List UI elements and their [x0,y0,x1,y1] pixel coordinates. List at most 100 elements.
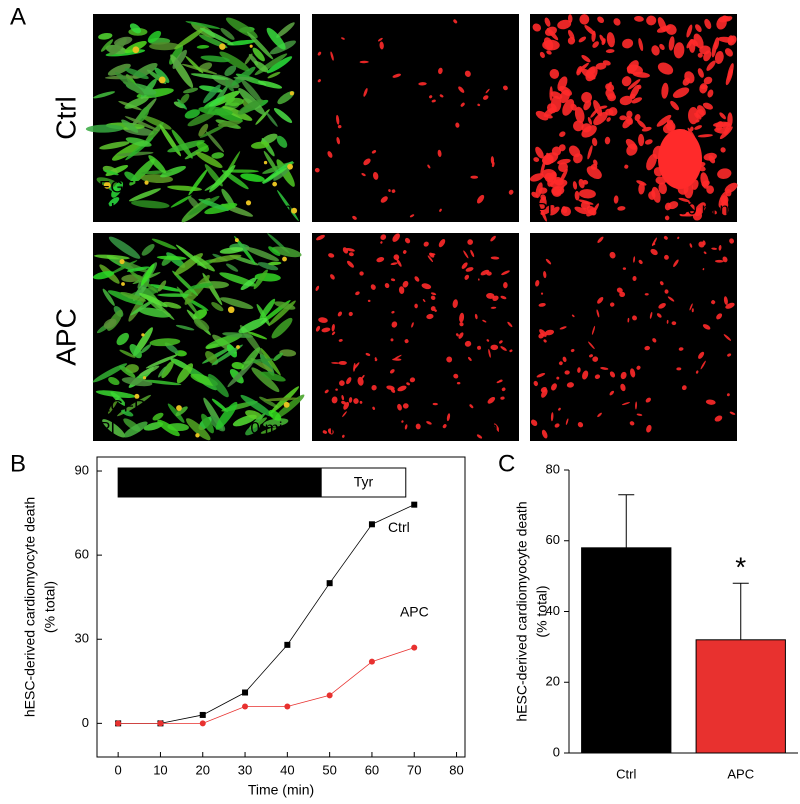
pi-cell [678,197,690,203]
cell [176,363,194,384]
cell [157,293,193,297]
pi-cell [703,76,713,85]
pi-cluster [658,129,702,189]
pi-cell [478,278,480,281]
pi-cell [713,37,720,50]
cell [225,17,258,39]
cell [273,165,292,181]
cell [156,255,187,260]
pi-cell [636,180,647,186]
channel-label: EGFP [99,396,145,415]
pi-cell [717,168,732,179]
pi-cell [686,39,693,49]
pi-cell [455,333,459,337]
cell [266,27,286,50]
pi-cell [458,86,465,93]
pi-cell [607,93,617,102]
cell [205,131,225,153]
pi-cell [314,167,320,173]
pi-cell [486,339,490,342]
cell [121,119,139,133]
pi-cell [597,297,604,304]
series-line [118,647,415,724]
pi-cell [386,385,395,390]
pi-cell [427,164,431,169]
cell [224,79,234,92]
pi-cell [357,376,364,386]
pi-cell [638,182,645,195]
time-label: 0 min [469,199,511,218]
pi-cell [581,54,591,63]
pi-cell [363,88,368,97]
nucleus [263,160,268,165]
pi-cell [397,385,407,392]
cell [222,332,253,338]
y-tick-label: 60 [75,547,89,562]
cell [271,246,302,258]
pi-cell [664,289,669,294]
point [368,521,375,528]
pi-cell [609,251,616,259]
cell [124,67,149,80]
cell [195,151,223,169]
pi-cell [339,380,345,386]
series-label: APC [400,603,429,619]
pi-cell [657,17,667,32]
cell [249,417,267,430]
cell [124,96,149,109]
pi-cell [361,173,366,177]
pi-cell [554,423,560,428]
micrograph [85,14,300,223]
cell [157,419,180,437]
cell [211,152,224,159]
y-axis-label: hESC-derived cardiomyocyte death [514,501,530,721]
cell [130,298,156,316]
pi-cell [632,276,637,281]
pi-cell [409,377,416,383]
pi-cell [541,388,548,398]
pi-cell [574,190,580,201]
channel-label: PI [536,418,552,437]
pi-cell [422,299,426,303]
treatment-period [320,467,407,498]
pi-cell [401,420,404,423]
cell [172,49,187,69]
cell [152,412,164,421]
pi-cell [438,67,443,75]
point [411,644,418,651]
cell [233,76,255,81]
pi-cell [570,103,577,111]
pi-cell [374,357,377,360]
nucleus [141,333,145,337]
cell [211,398,228,413]
cell [186,298,209,311]
pi-cell [559,326,567,330]
pi-cell [587,116,593,125]
pi-cell [342,411,347,418]
nucleus [236,345,240,349]
pi-cell [636,119,646,129]
cell [185,55,204,74]
pi-cell [549,206,560,216]
cell [107,290,144,306]
pi-cell [689,243,693,248]
time-label: 60 min [678,418,729,437]
x-tick-label: 40 [280,762,294,777]
x-tick-label: 50 [322,762,336,777]
cell [177,98,187,110]
pi-cell [529,173,544,182]
pi-cell [411,322,414,328]
pi-cell [630,368,636,378]
cell [240,277,257,291]
cell [227,361,254,388]
cell [252,47,265,62]
pi-cell [593,99,603,117]
pi-cell [500,346,507,351]
micrograph [529,14,738,222]
pi-cell [477,103,481,107]
pi-cell [705,399,716,405]
pi-cell [406,382,410,386]
cell [99,141,130,150]
pi-cell [605,49,615,54]
